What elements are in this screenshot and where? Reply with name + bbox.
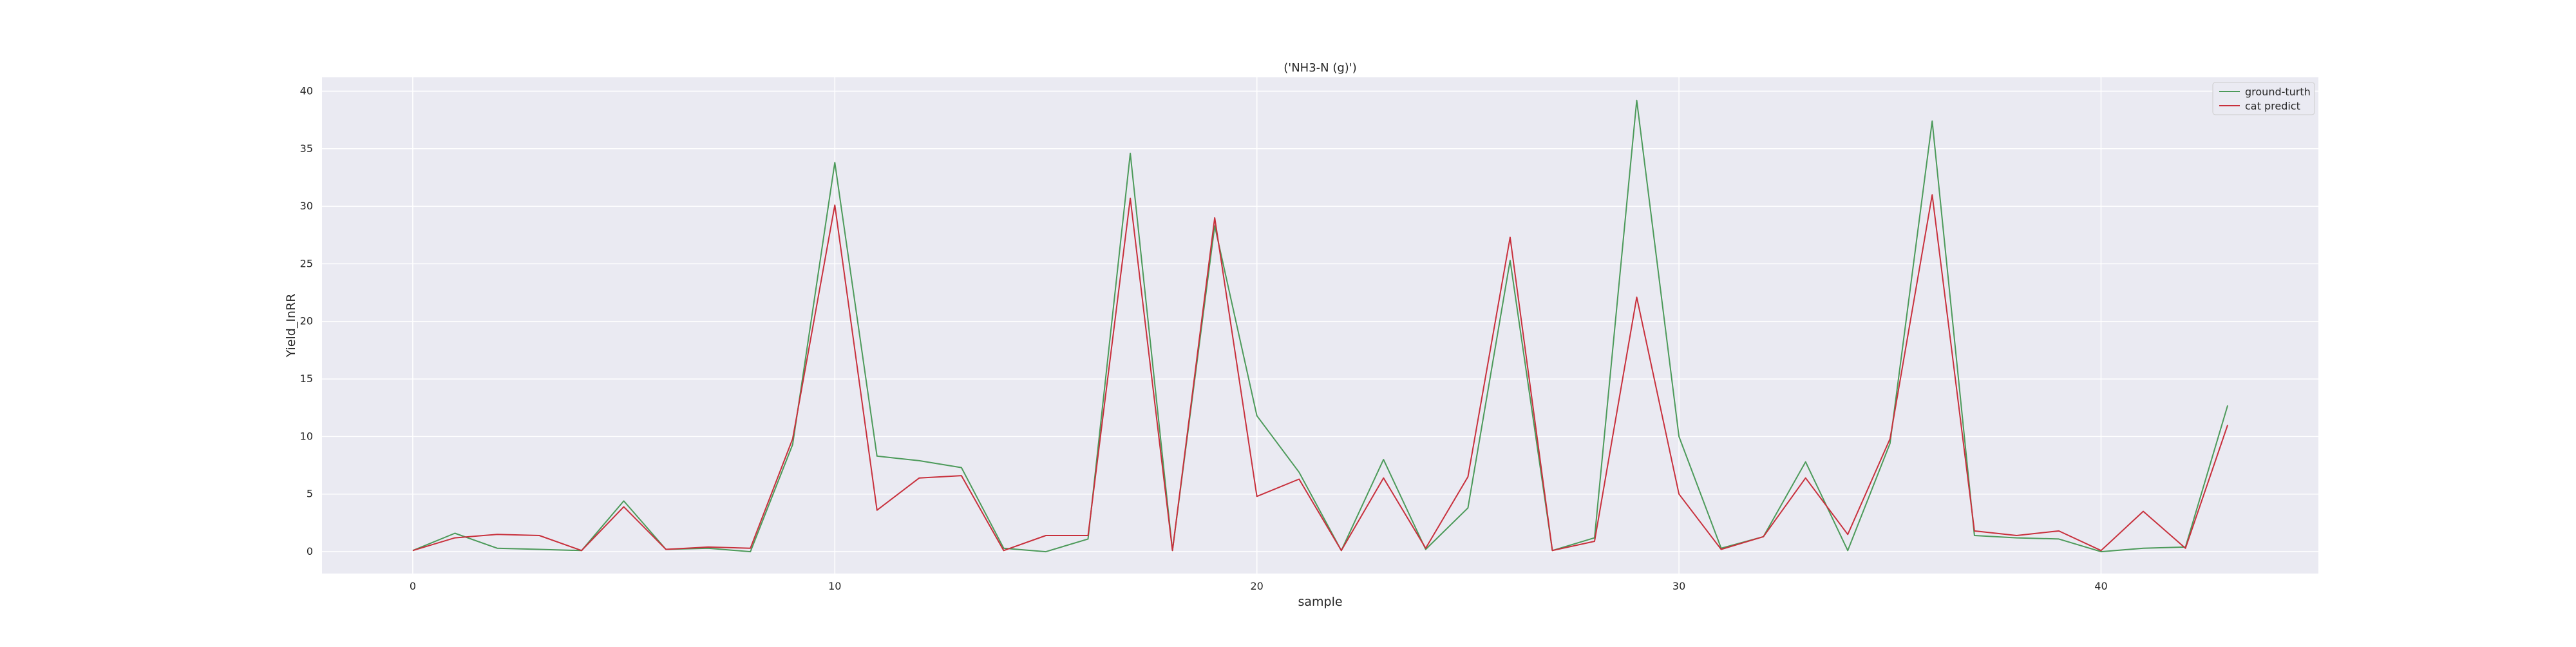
x-tick-label: 30 [1672,580,1685,592]
series-line-ground-turth [412,99,2229,553]
legend-box [2212,82,2315,115]
grid-layer [322,77,2318,574]
y-tick-label: 0 [307,545,313,557]
y-tick-label: 15 [300,372,313,385]
plot-background [322,77,2318,574]
series-layer [412,99,2229,553]
y-axis-label: Yield_InRR [284,294,298,358]
y-tick-label: 5 [307,488,313,500]
legend-label-cat-predict: cat predict [2245,100,2300,112]
x-tick-label: 20 [1251,580,1264,592]
y-tick-label: 35 [300,142,313,155]
x-tick-label: 40 [2094,580,2107,592]
y-tick-label: 40 [300,84,313,97]
series-line-cat-predict [412,194,2229,552]
x-axis-label: sample [1298,595,1342,609]
legend-label-ground-turth: ground-turth [2245,86,2311,98]
x-tick-label: 10 [828,580,841,592]
y-tick-label: 30 [300,200,313,212]
y-tick-label: 25 [300,257,313,269]
tick-label-layer: 0 10 20 30 40 0 5 10 15 20 25 30 35 40 [300,84,2108,592]
chart-title: ('NH3-N (g)') [1283,61,1357,75]
y-tick-label: 20 [300,315,313,327]
x-tick-label: 0 [410,580,416,592]
legend: ground-turth cat predict [2212,82,2315,115]
y-tick-label: 10 [300,430,313,442]
